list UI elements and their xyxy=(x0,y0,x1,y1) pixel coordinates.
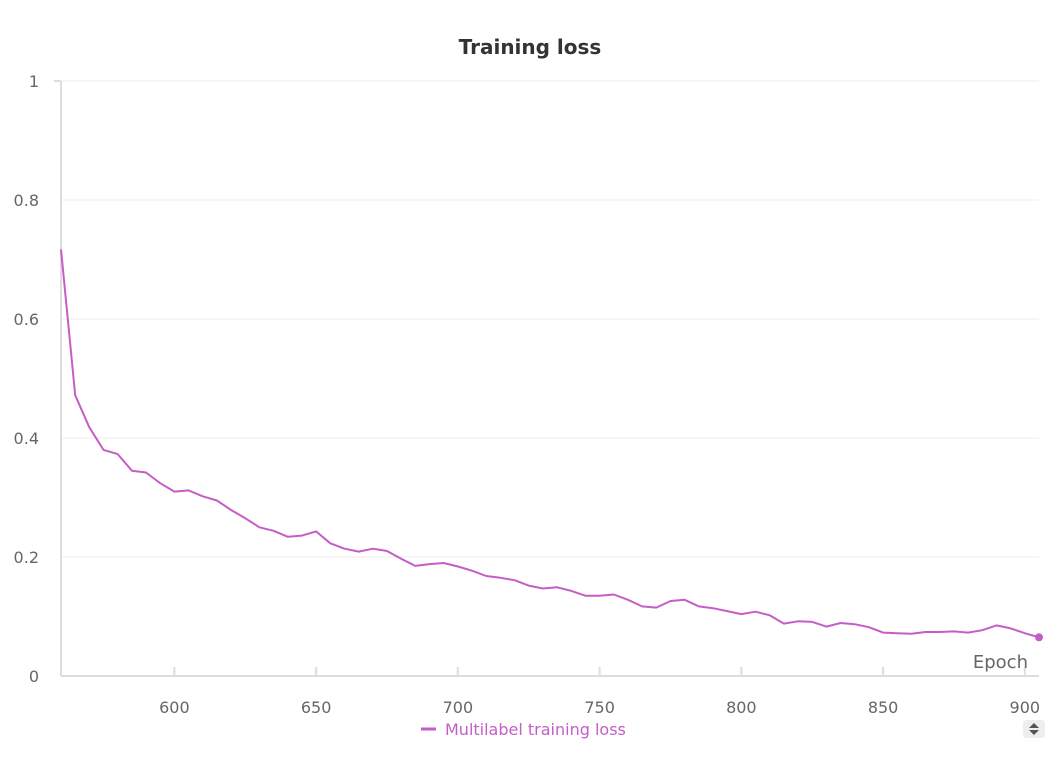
series-line[interactable] xyxy=(60,249,1040,639)
x-axis-title: Epoch xyxy=(973,652,1028,673)
data-point[interactable] xyxy=(965,630,971,636)
data-point[interactable] xyxy=(880,630,886,636)
data-point[interactable] xyxy=(526,583,532,589)
data-point[interactable] xyxy=(370,546,376,552)
data-point[interactable] xyxy=(838,620,844,626)
data-point[interactable] xyxy=(994,622,1000,628)
data-point[interactable] xyxy=(611,592,617,598)
chart-title: Training loss xyxy=(459,35,602,59)
data-point[interactable] xyxy=(157,480,163,486)
data-point[interactable] xyxy=(767,612,773,618)
data-point[interactable] xyxy=(441,560,447,566)
data-point[interactable] xyxy=(398,556,404,562)
axes xyxy=(54,80,1039,677)
data-point[interactable] xyxy=(795,618,801,624)
data-point[interactable] xyxy=(171,489,177,495)
legend-label[interactable]: Multilabel training loss xyxy=(445,720,626,739)
data-point[interactable] xyxy=(313,528,319,534)
data-point[interactable] xyxy=(384,548,390,554)
data-point[interactable] xyxy=(342,546,348,552)
data-point[interactable] xyxy=(1022,630,1028,636)
data-point[interactable] xyxy=(58,246,64,252)
data-point[interactable] xyxy=(937,629,943,635)
x-tick-label: 900 xyxy=(1010,698,1041,717)
data-point[interactable] xyxy=(129,468,135,474)
data-point[interactable] xyxy=(738,611,744,617)
data-point[interactable] xyxy=(299,533,305,539)
data-point[interactable] xyxy=(696,603,702,609)
x-tick-label: 650 xyxy=(301,698,332,717)
data-point[interactable] xyxy=(540,586,546,592)
data-point[interactable] xyxy=(809,619,815,625)
data-point[interactable] xyxy=(200,493,206,499)
x-tick-label: 700 xyxy=(443,698,474,717)
data-point[interactable] xyxy=(639,603,645,609)
data-point[interactable] xyxy=(356,549,362,555)
data-point[interactable] xyxy=(923,629,929,635)
data-point[interactable] xyxy=(469,568,475,574)
data-point[interactable] xyxy=(568,588,574,594)
chevron-down-icon xyxy=(1029,730,1039,735)
data-point[interactable] xyxy=(412,563,418,569)
legend-nav-background xyxy=(1023,720,1045,738)
y-tick-label: 0.6 xyxy=(14,310,39,329)
data-point[interactable] xyxy=(753,609,759,615)
x-tick-label: 750 xyxy=(584,698,615,717)
data-point[interactable] xyxy=(979,627,985,633)
data-point[interactable] xyxy=(1008,625,1014,631)
data-point[interactable] xyxy=(271,528,277,534)
data-point[interactable] xyxy=(908,631,914,637)
data-point[interactable] xyxy=(866,624,872,630)
data-point[interactable] xyxy=(497,575,503,581)
x-tick-label: 800 xyxy=(726,698,757,717)
x-tick-label: 850 xyxy=(868,698,899,717)
series-layer[interactable] xyxy=(58,246,1043,642)
data-point[interactable] xyxy=(625,597,631,603)
y-tick-label: 1 xyxy=(29,72,39,91)
data-point[interactable] xyxy=(427,561,433,567)
data-point[interactable] xyxy=(823,624,829,630)
legend[interactable]: Multilabel training loss xyxy=(421,720,626,739)
data-point[interactable] xyxy=(894,630,900,636)
data-point[interactable] xyxy=(101,447,107,453)
data-point[interactable] xyxy=(710,605,716,611)
data-point[interactable] xyxy=(781,621,787,627)
data-point[interactable] xyxy=(512,577,518,583)
y-tick-label: 0 xyxy=(29,667,39,686)
data-point[interactable] xyxy=(554,584,560,590)
tick-labels: 0 0.2 0.4 0.6 0.8 1 600 650 700 750 800 850 900 xyxy=(14,72,1041,717)
data-point[interactable] xyxy=(285,534,291,540)
data-point[interactable] xyxy=(597,593,603,599)
data-point[interactable] xyxy=(653,605,659,611)
data-point[interactable] xyxy=(256,524,262,530)
data-point[interactable] xyxy=(186,487,192,493)
data-point[interactable] xyxy=(724,608,730,614)
data-point[interactable] xyxy=(86,424,92,430)
data-point[interactable] xyxy=(455,564,461,570)
legend-navigation-button[interactable] xyxy=(1023,720,1045,738)
y-tick-label: 0.4 xyxy=(14,429,39,448)
y-tick-label: 0.8 xyxy=(14,191,39,210)
data-point[interactable] xyxy=(143,470,149,476)
data-point[interactable] xyxy=(668,598,674,604)
data-point[interactable] xyxy=(682,597,688,603)
y-tick-label: 0.2 xyxy=(14,548,39,567)
data-point[interactable] xyxy=(115,451,121,457)
data-point[interactable] xyxy=(72,392,78,398)
data-point[interactable] xyxy=(228,507,234,513)
data-point[interactable] xyxy=(951,628,957,634)
grid-lines xyxy=(61,80,1039,558)
data-point[interactable] xyxy=(852,621,858,627)
x-tick-label: 600 xyxy=(159,698,190,717)
data-point[interactable] xyxy=(214,498,220,504)
data-point[interactable] xyxy=(242,515,248,521)
data-point[interactable] xyxy=(582,593,588,599)
chevron-up-icon xyxy=(1029,723,1039,728)
data-point[interactable] xyxy=(327,540,333,546)
series-end-marker[interactable] xyxy=(1035,633,1043,642)
data-point[interactable] xyxy=(483,573,489,579)
